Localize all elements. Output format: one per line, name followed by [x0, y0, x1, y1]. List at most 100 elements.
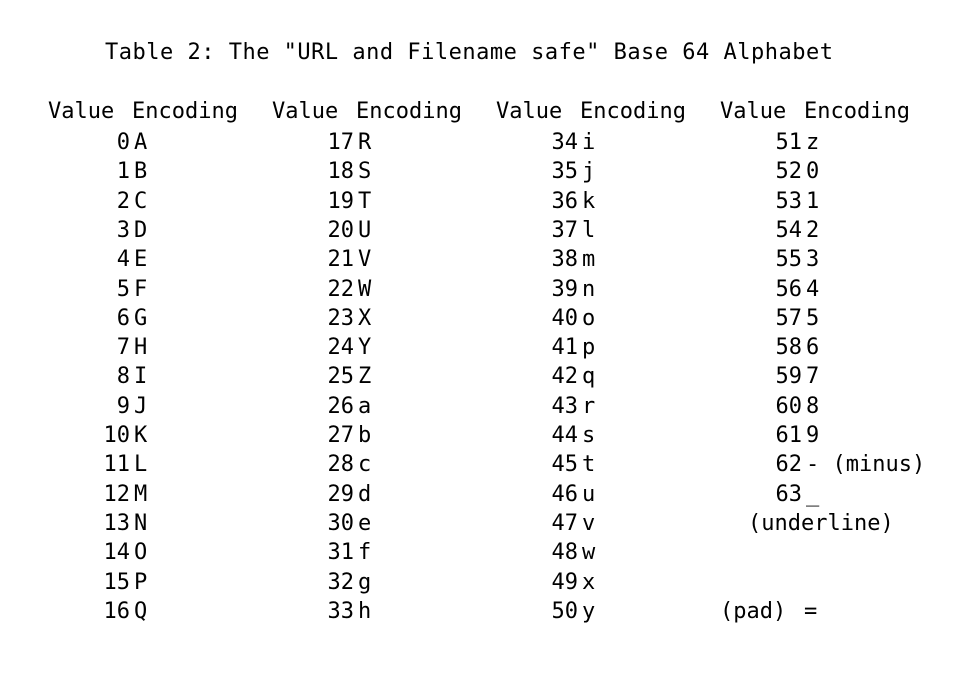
- table-cell-value: 54: [775, 217, 803, 243]
- table-cell-value: 22: [327, 276, 355, 302]
- table-cell-value: 39: [551, 276, 579, 302]
- table-cell-value: 46: [551, 481, 579, 507]
- table-cell-encoding: 6: [806, 335, 820, 361]
- table-cell-encoding: j: [582, 159, 596, 185]
- table-cell-value: 15: [103, 569, 131, 595]
- table-cell-value: 48: [551, 540, 579, 566]
- table-cell-value: 38: [551, 247, 579, 273]
- table-cell-encoding: L: [134, 452, 148, 478]
- table-cell-value: 42: [551, 364, 579, 390]
- table-cell-encoding: l: [582, 217, 596, 243]
- table-cell-value: 12: [103, 481, 131, 507]
- table-cell-encoding: s: [582, 423, 596, 448]
- table-cell-encoding: 8: [806, 393, 820, 419]
- table-cell-value: 19: [327, 188, 355, 214]
- table-cell-value: 44: [551, 423, 579, 448]
- table-cell-value: 37: [551, 217, 579, 243]
- table-cell-value: 60: [775, 393, 803, 419]
- table-cell-value: 0: [116, 130, 130, 155]
- table-title: Table 2: The "URL and Filename safe" Bas…: [105, 40, 834, 65]
- table-cell-encoding: y: [582, 598, 596, 624]
- table-cell-encoding: 1: [806, 188, 820, 214]
- table-cell-encoding: 2: [806, 217, 820, 243]
- table-cell-value: 6: [116, 305, 130, 331]
- table-cell-encoding: P: [134, 569, 148, 595]
- table-cell-value: 35: [551, 159, 579, 185]
- table-cell-value: 14: [103, 540, 131, 566]
- table-cell-value: 50: [551, 598, 579, 624]
- table-cell-value: 51: [775, 130, 803, 155]
- table-cell-encoding: 0: [806, 159, 820, 185]
- table-cell-encoding: V: [358, 247, 372, 273]
- table-cell-encoding: U: [358, 217, 372, 243]
- column-header-encoding: Encoding: [132, 99, 238, 124]
- table-cell-value: 62: [775, 452, 803, 478]
- table-cell-encoding: B: [134, 159, 148, 185]
- table-cell-encoding: v: [582, 510, 596, 536]
- table-cell-encoding: M: [134, 481, 148, 507]
- table-cell-value: 26: [327, 393, 355, 419]
- table-cell-encoding: I: [134, 364, 148, 390]
- table-cell-encoding: E: [134, 247, 148, 273]
- table-cell-encoding: p: [582, 335, 596, 361]
- table-cell-encoding: F: [134, 276, 148, 302]
- table-cell-value: 4: [116, 247, 130, 273]
- table-cell-value: 9: [116, 393, 130, 419]
- table-cell-value: 16: [103, 598, 131, 624]
- table-cell-value: 55: [775, 247, 803, 273]
- table-cell-encoding: n: [582, 276, 596, 302]
- table-cell-value: 53: [775, 188, 803, 214]
- table-cell-value: 30: [327, 510, 355, 536]
- table-cell-encoding: r: [582, 393, 596, 419]
- table-cell-encoding: H: [134, 335, 148, 361]
- table-cell-value: 5: [116, 276, 130, 302]
- table-cell-encoding: _: [806, 481, 820, 507]
- table-cell-encoding: k: [582, 188, 596, 214]
- table-cell-value: 43: [551, 393, 579, 419]
- table-cell-value: 1: [116, 159, 130, 185]
- table-cell-encoding: 3: [806, 247, 820, 273]
- column-header-encoding: Encoding: [804, 99, 910, 124]
- table-cell-encoding: z: [806, 130, 820, 155]
- table-cell-value: (pad): [720, 598, 787, 624]
- table-cell-value: 41: [551, 335, 579, 361]
- table-cell-encoding: m: [582, 247, 596, 273]
- table-cell-encoding: 7: [806, 364, 820, 390]
- table-cell-value: 8: [116, 364, 130, 390]
- table-cell-value: 57: [775, 305, 803, 331]
- table-cell-encoding: =: [804, 598, 818, 624]
- table-cell-value: 45: [551, 452, 579, 478]
- table-cell-value: 28: [327, 452, 355, 478]
- column-header-value: Value: [48, 99, 115, 124]
- table-cell-value: 18: [327, 159, 355, 185]
- column-header-value: Value: [720, 99, 787, 124]
- table-cell-value: 40: [551, 305, 579, 331]
- table-cell-value: 49: [551, 569, 579, 595]
- table-cell-value: 63: [775, 481, 803, 507]
- table-cell-value: 56: [775, 276, 803, 302]
- table-cell-encoding: X: [358, 305, 372, 331]
- table-cell-value: 32: [327, 569, 355, 595]
- table-cell-encoding: W: [358, 276, 372, 302]
- column-header-value: Value: [272, 99, 339, 124]
- table-cell-value: 20: [327, 217, 355, 243]
- table-cell-value: 29: [327, 481, 355, 507]
- column-header-encoding: Encoding: [580, 99, 686, 124]
- table-cell-value: 17: [327, 130, 355, 155]
- table-cell-encoding: g: [358, 569, 372, 595]
- table-cell-value: 13: [103, 510, 131, 536]
- table-cell-encoding: (underline): [748, 510, 894, 536]
- table-cell-encoding: D: [134, 217, 148, 243]
- table-cell-encoding: 9: [806, 423, 820, 448]
- table-cell-encoding: O: [134, 540, 148, 566]
- column-header-encoding: Encoding: [356, 99, 462, 124]
- table-cell-value: 36: [551, 188, 579, 214]
- table-cell-value: 47: [551, 510, 579, 536]
- table-cell-encoding: d: [358, 481, 372, 507]
- table-cell-encoding: Z: [358, 364, 372, 390]
- table-cell-value: 7: [116, 335, 130, 361]
- table-cell-value: 59: [775, 364, 803, 390]
- column-header-value: Value: [496, 99, 563, 124]
- table-cell-value: 10: [103, 423, 131, 448]
